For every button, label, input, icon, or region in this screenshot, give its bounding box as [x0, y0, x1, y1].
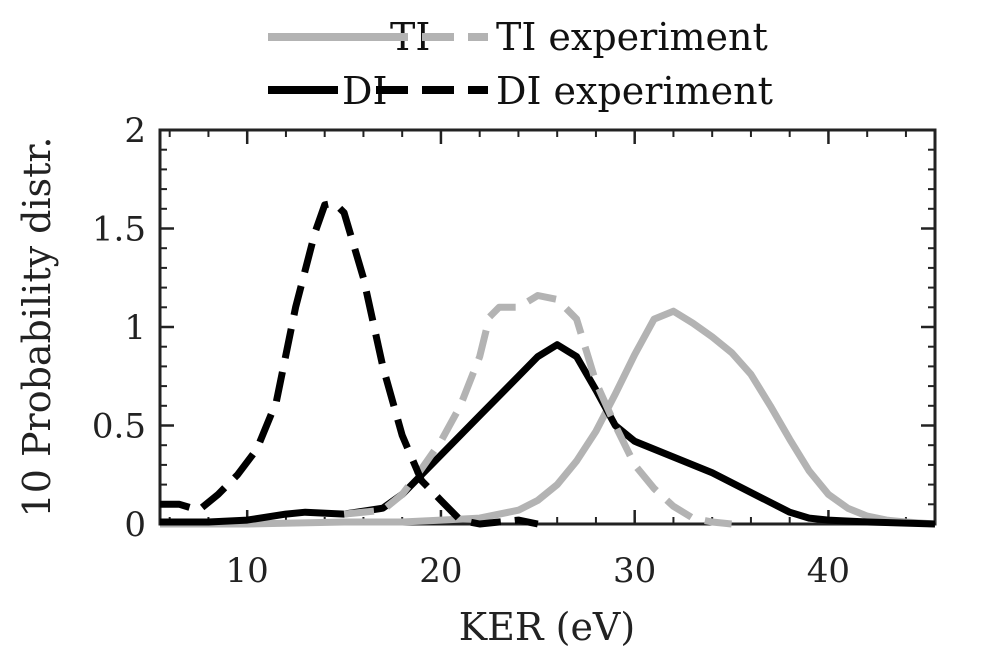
x-tick-label: 10: [226, 551, 269, 591]
x-tick-label: 20: [419, 551, 462, 591]
y-tick-label: 0: [124, 505, 146, 545]
y-tick-label: 2: [124, 111, 146, 151]
y-tick-label: 0.5: [92, 407, 146, 447]
series-line-ti: [160, 307, 936, 528]
legend-label-di-experiment: DI experiment: [496, 69, 773, 113]
x-tick-label: 40: [807, 551, 850, 591]
y-tick-label: 1: [124, 308, 146, 348]
y-axis-title: 10 Probability distr.: [15, 137, 59, 518]
legend: TI TI experiment DI DI experiment: [268, 15, 773, 113]
tick-marks: [160, 128, 935, 526]
y-tick-label: 1.5: [92, 210, 146, 250]
series-line-di: [160, 341, 936, 528]
x-tick-label: 30: [613, 551, 656, 591]
series-line-ti-experiment: [343, 292, 732, 528]
series-layer: [160, 199, 936, 528]
legend-label-ti-experiment: TI experiment: [496, 15, 768, 59]
x-axis-title: KER (eV): [459, 605, 635, 649]
tick-labels: 10 20 30 40 0 0.5 1 1.5 2: [92, 111, 850, 591]
plot-frame: [158, 128, 937, 526]
series-line-di-experiment: [160, 199, 539, 528]
